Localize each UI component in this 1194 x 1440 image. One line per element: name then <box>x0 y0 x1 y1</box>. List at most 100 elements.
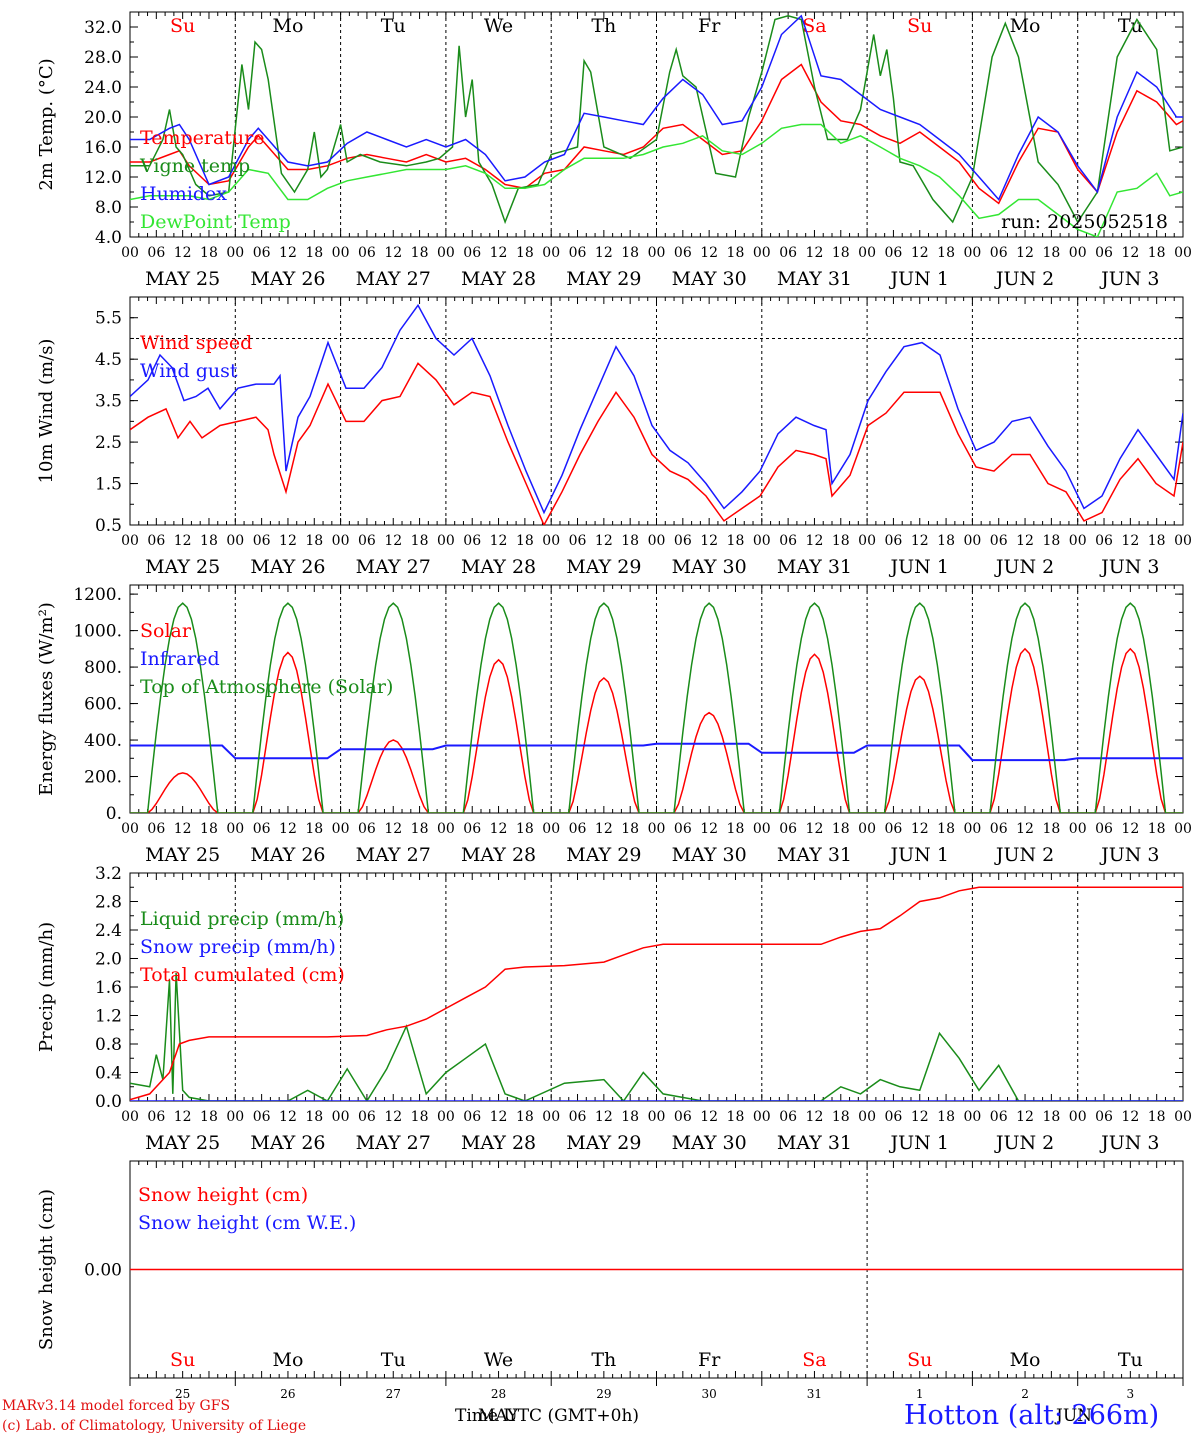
y-axis-label: 2m Temp. (°C) <box>36 58 57 190</box>
hour-label: 18 <box>937 245 955 261</box>
day-label: MAY 26 <box>250 556 325 578</box>
y-tick-label: 16.0 <box>84 138 122 158</box>
hour-label: 00 <box>753 1109 771 1125</box>
hour-label: 06 <box>779 1109 797 1125</box>
day-number-label: 3 <box>1127 1387 1135 1398</box>
day-label: JUN 2 <box>994 1132 1054 1154</box>
day-label: MAY 27 <box>356 844 431 866</box>
hour-label: 06 <box>1095 821 1113 837</box>
day-number-label: 27 <box>386 1387 401 1398</box>
y-axis-label: Snow height (cm) <box>36 1189 57 1350</box>
hour-label: 06 <box>779 821 797 837</box>
hour-label: 12 <box>384 533 402 549</box>
day-label: MAY 27 <box>356 556 431 578</box>
hour-label: 18 <box>1148 1109 1166 1125</box>
day-label: JUN 2 <box>994 844 1054 866</box>
weekday-label: Su <box>907 1349 932 1371</box>
legend-entry: Wind speed <box>140 332 252 354</box>
day-label: MAY 31 <box>777 1132 852 1154</box>
hour-label: 12 <box>490 1109 508 1125</box>
series-line-infrared <box>130 742 1183 762</box>
hour-label: 00 <box>226 821 244 837</box>
hour-label: 12 <box>595 1109 613 1125</box>
hour-label: 06 <box>358 1109 376 1125</box>
day-label: JUN 3 <box>1099 1132 1159 1154</box>
series-group <box>130 14 1183 237</box>
hour-label: 06 <box>885 245 903 261</box>
hour-label: 12 <box>1016 821 1034 837</box>
hour-label: 00 <box>332 533 350 549</box>
day-label: MAY 27 <box>356 268 431 290</box>
day-label: MAY 30 <box>672 556 747 578</box>
day-number-label: 29 <box>596 1387 611 1398</box>
weekday-label: Tu <box>1118 1349 1143 1371</box>
panel-snow: 0.00 Snow height (cm) Su Mo Tu We Th Fr Sa Su Mo Tu… <box>36 1160 1184 1379</box>
day-label: MAY 25 <box>145 844 220 866</box>
hour-label: 00 <box>1174 533 1192 549</box>
day-number-label: 30 <box>702 1387 717 1398</box>
hour-label: 18 <box>305 245 323 261</box>
legend-entry: Infrared <box>140 648 220 670</box>
hour-label: 12 <box>1016 533 1034 549</box>
day-label: MAY 30 <box>672 268 747 290</box>
hour-label: 06 <box>569 1109 587 1125</box>
hour-label: 00 <box>542 533 560 549</box>
y-tick-label: 400. <box>84 731 122 751</box>
weekday-label: Mo <box>1010 15 1041 37</box>
weekday-label: Mo <box>1010 1349 1041 1371</box>
hour-label: 12 <box>806 533 824 549</box>
hour-label: 12 <box>1016 1109 1034 1125</box>
series-line-vigne-temp <box>130 15 1183 225</box>
y-tick-label: 2.0 <box>95 950 122 970</box>
hour-label: 00 <box>648 245 666 261</box>
series-group <box>130 886 1183 1101</box>
hour-label: 18 <box>832 245 850 261</box>
y-tick-label: 12.0 <box>84 168 122 188</box>
hour-label: 06 <box>147 1109 165 1125</box>
hour-label: 12 <box>174 245 192 261</box>
legend-entry: Liquid precip (mm/h) <box>140 908 344 930</box>
y-tick-label: 3.2 <box>95 864 122 884</box>
hour-label: 00 <box>963 821 981 837</box>
day-label: JUN 2 <box>994 268 1054 290</box>
y-tick-label: 1200. <box>73 585 122 605</box>
hour-label: 18 <box>832 821 850 837</box>
hour-label: 06 <box>885 821 903 837</box>
weekday-label: Mo <box>272 1349 303 1371</box>
hour-label: 00 <box>1069 245 1087 261</box>
legend-entry: DewPoint Temp <box>140 211 291 233</box>
hour-label: 00 <box>121 1109 139 1125</box>
hour-label: 00 <box>648 1109 666 1125</box>
day-label: JUN 1 <box>889 844 949 866</box>
day-label: MAY 25 <box>145 268 220 290</box>
hour-label: 00 <box>226 533 244 549</box>
y-tick-label: 0.5 <box>95 516 122 536</box>
hour-label: 12 <box>490 821 508 837</box>
hour-label: 06 <box>358 533 376 549</box>
hour-label: 18 <box>727 821 745 837</box>
hour-label: 18 <box>1148 245 1166 261</box>
day-number-label: 1 <box>916 1387 924 1398</box>
weekday-label: Fr <box>698 15 721 37</box>
y-tick-label: 2.8 <box>95 893 122 913</box>
series-line-solar <box>130 647 1183 813</box>
hour-label: 12 <box>174 533 192 549</box>
weekday-label: Tu <box>381 15 406 37</box>
hour-label: 12 <box>806 245 824 261</box>
day-label: JUN 1 <box>889 268 949 290</box>
hour-label: 00 <box>1069 533 1087 549</box>
weekday-label: Su <box>170 1349 195 1371</box>
hour-label: 18 <box>200 1109 218 1125</box>
y-axis-label: 10m Wind (m/s) <box>36 339 57 484</box>
hour-label: 06 <box>674 533 692 549</box>
hour-label: 12 <box>1121 1109 1139 1125</box>
panel-wind: 0.5 1.5 2.5 3.5 4.5 5.5 10m Wind (m/s) 00 06 12 18… <box>36 296 1192 578</box>
hour-label: 18 <box>200 245 218 261</box>
time-axis-label: Time UTC (GMT+0h) <box>455 1406 640 1426</box>
hour-label: 18 <box>1042 533 1060 549</box>
hour-label: 00 <box>858 821 876 837</box>
day-number-label: 26 <box>280 1387 295 1398</box>
hour-label: 00 <box>121 821 139 837</box>
hour-label: 06 <box>990 821 1008 837</box>
hour-label: 12 <box>911 245 929 261</box>
